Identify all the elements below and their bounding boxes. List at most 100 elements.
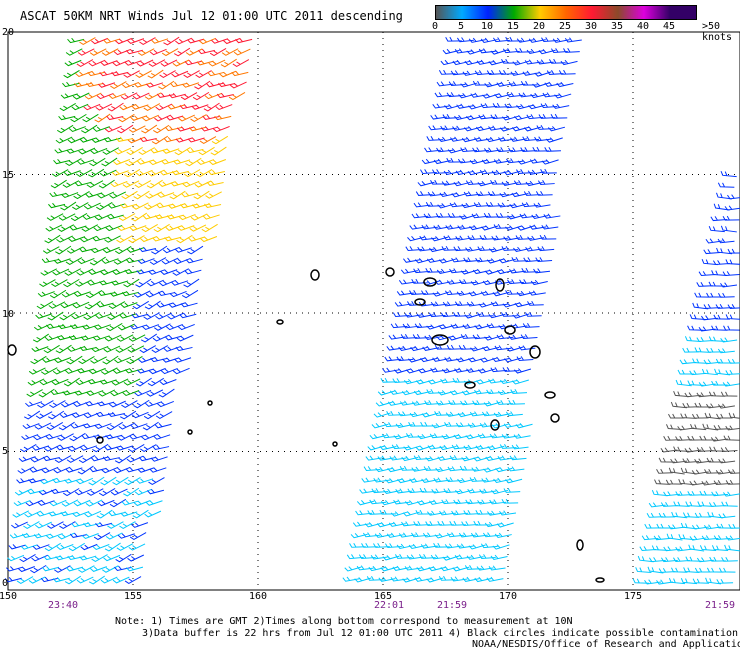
wind-barb	[524, 59, 542, 65]
wind-barb	[377, 455, 395, 461]
wind-barb	[536, 125, 554, 130]
island-coastline	[576, 539, 584, 551]
wind-barb	[490, 179, 507, 185]
wind-barb	[129, 434, 147, 440]
wind-barb	[454, 367, 472, 373]
wind-barb	[151, 38, 169, 44]
wind-barb	[708, 281, 726, 287]
wind-barb	[63, 170, 81, 176]
wind-barb	[131, 313, 149, 319]
wind-barb	[495, 212, 513, 218]
wind-barb	[411, 400, 429, 406]
wind-barb	[477, 246, 495, 252]
wind-barb	[420, 356, 438, 363]
wind-barb	[120, 203, 138, 209]
wind-barb	[444, 421, 461, 427]
wind-barb	[139, 37, 156, 45]
wind-barb	[410, 345, 428, 352]
wind-barb	[411, 532, 428, 538]
wind-barb	[173, 159, 191, 165]
wind-barb	[116, 543, 134, 551]
wind-barb	[471, 213, 489, 219]
wind-barb	[706, 347, 723, 353]
wind-barb	[724, 205, 740, 211]
wind-barb	[79, 345, 97, 352]
wind-barb	[433, 158, 451, 165]
wind-barb	[721, 556, 738, 562]
wind-barb	[90, 147, 108, 155]
wind-barb	[680, 578, 698, 585]
wind-barb	[361, 477, 379, 483]
wind-barb	[61, 499, 79, 507]
wind-barb	[206, 180, 224, 187]
wind-barb	[725, 479, 740, 485]
wind-barb	[705, 577, 722, 585]
lat-label: 10	[2, 309, 15, 320]
wind-barb	[60, 201, 77, 211]
wind-barb	[485, 202, 503, 207]
wind-barb	[211, 135, 229, 145]
lat-label: 0	[2, 578, 9, 589]
legend-label: 15	[506, 21, 520, 32]
wind-barb	[157, 400, 174, 408]
wind-barb	[368, 565, 386, 572]
wind-barb	[122, 180, 140, 188]
wind-barb	[501, 498, 519, 504]
wind-barb	[526, 48, 544, 55]
wind-barb	[480, 37, 498, 43]
wind-barb	[445, 411, 463, 417]
wind-barb	[470, 280, 488, 286]
wind-barb	[727, 358, 740, 364]
wind-barb	[204, 92, 222, 100]
wind-barb	[426, 324, 444, 330]
wind-barb	[375, 401, 393, 407]
wind-barb	[162, 246, 180, 254]
wind-barb	[127, 38, 145, 44]
wind-barb	[513, 433, 531, 439]
wind-barb	[54, 455, 72, 463]
wind-barb	[446, 157, 463, 163]
wind-barb	[67, 37, 85, 44]
lat-label: 5	[2, 446, 9, 457]
wind-barb	[19, 554, 36, 563]
wind-barb	[706, 403, 723, 409]
wind-barb	[86, 180, 104, 188]
wind-barb	[687, 380, 704, 386]
wind-barb	[133, 190, 150, 200]
wind-barb	[667, 524, 685, 530]
island-coastline	[96, 436, 104, 444]
wind-barb	[140, 333, 158, 343]
wind-barb	[207, 70, 225, 77]
wind-barb	[85, 289, 103, 299]
wind-barb	[124, 477, 141, 486]
wind-barb	[683, 567, 700, 573]
wind-barb	[445, 224, 463, 230]
wind-barb	[106, 323, 123, 332]
wind-barb	[389, 389, 407, 395]
wind-barb	[673, 557, 690, 563]
wind-barb	[114, 356, 132, 364]
wind-barb	[38, 388, 55, 398]
wind-barb	[177, 225, 195, 231]
wind-barb	[421, 158, 439, 165]
wind-barb	[220, 58, 237, 68]
wind-barb	[92, 443, 109, 453]
wind-barb	[429, 433, 447, 439]
wind-barb	[699, 435, 716, 441]
wind-barb	[107, 203, 126, 209]
wind-barb	[111, 280, 129, 286]
wind-barb	[188, 236, 206, 242]
lat-label: 20	[2, 27, 15, 38]
wind-barb	[159, 70, 176, 78]
wind-barb	[233, 48, 251, 56]
wind-barb	[443, 169, 461, 176]
wind-barb	[159, 170, 177, 176]
wind-barb	[66, 355, 83, 365]
wind-barb	[128, 235, 145, 244]
wind-barb	[149, 257, 167, 265]
legend-label: 10	[480, 21, 494, 32]
wind-barb	[544, 81, 562, 87]
wind-barb	[728, 523, 740, 529]
wind-barb	[696, 447, 714, 452]
wind-barb	[66, 246, 84, 254]
